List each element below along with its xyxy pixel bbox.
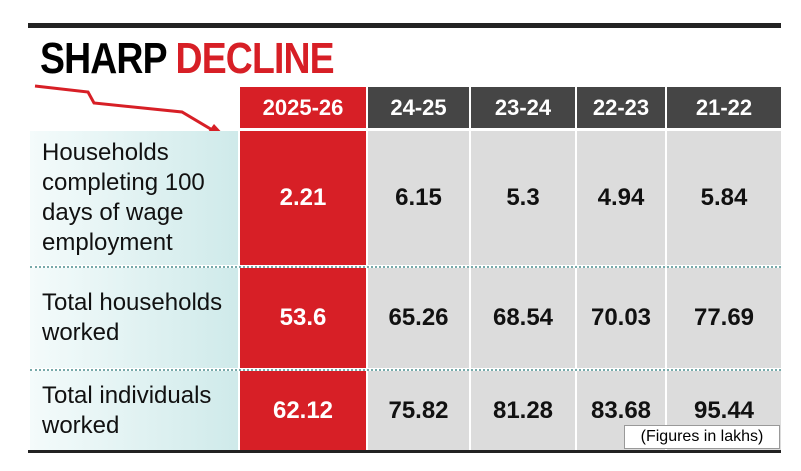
column-header: 2025-26 [240, 87, 366, 128]
note: (Figures in lakhs) [624, 425, 780, 449]
row-label: Total households worked [30, 268, 238, 368]
cell-value: 5.84 [667, 131, 781, 265]
bottom-rule [28, 450, 781, 453]
title-red: DECLINE [175, 34, 335, 83]
cell-value: 68.54 [471, 268, 575, 368]
title-black: SHARP [40, 34, 167, 83]
cell-value: 77.69 [667, 268, 781, 368]
row-separator [30, 369, 781, 371]
cell-value: 53.6 [240, 268, 366, 368]
title: SHARP DECLINE [40, 34, 335, 84]
column-header: 23-24 [471, 87, 575, 128]
cell-value: 5.3 [471, 131, 575, 265]
cell-value: 81.28 [471, 371, 575, 450]
cell-value: 75.82 [368, 371, 469, 450]
row-label: Households completing 100 days of wage e… [30, 131, 238, 265]
column-header: 22-23 [577, 87, 665, 128]
arrow-line [34, 84, 215, 133]
top-rule [28, 23, 781, 28]
cell-value: 2.21 [240, 131, 366, 265]
cell-value: 4.94 [577, 131, 665, 265]
cell-value: 65.26 [368, 268, 469, 368]
row-label: Total individuals worked [30, 371, 238, 450]
column-header: 24-25 [368, 87, 469, 128]
row-separator [30, 266, 781, 268]
cell-value: 6.15 [368, 131, 469, 265]
cell-value: 62.12 [240, 371, 366, 450]
column-header: 21-22 [667, 87, 781, 128]
cell-value: 70.03 [577, 268, 665, 368]
